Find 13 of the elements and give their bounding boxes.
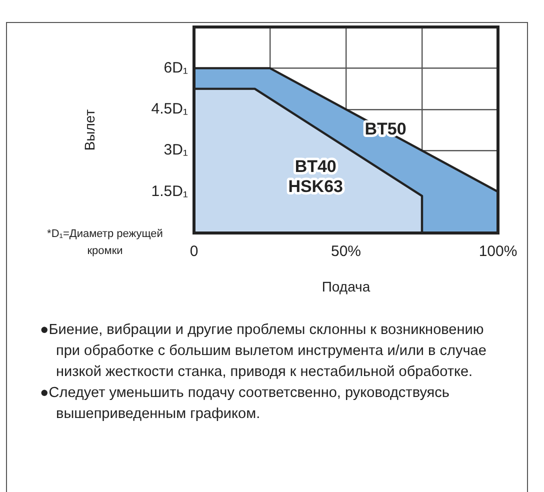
y-tick-label: 3D₁ [164,142,188,159]
y-tick-label: 4.5D₁ [151,100,188,118]
x-tick-label: 0 [190,243,198,260]
y-tick-label: 6D₁ [164,59,188,76]
x-tick-label: 100% [478,243,518,260]
x-tick-label: 50% [330,243,362,260]
text: ●Следует уменьшить подачу соответсвенно, руководствуясь вышеприведенным графиком. [40,384,450,424]
text: ●Биение, вибрации и другие проблемы склонны к возникновению при обработке с большим вылетом инструмента и/или в случае низкой жесткости станка, приводя к нестабильной обработке. [40,321,488,382]
x-axis-title: Подача [322,278,370,294]
series-label: BT40 HSK63 [288,157,344,196]
y-tick-label: 1.5D₁ [151,182,188,200]
y-axis-title: Вылет [81,108,98,151]
text: *D₁=Диаметр режущей кромки [46,227,164,260]
